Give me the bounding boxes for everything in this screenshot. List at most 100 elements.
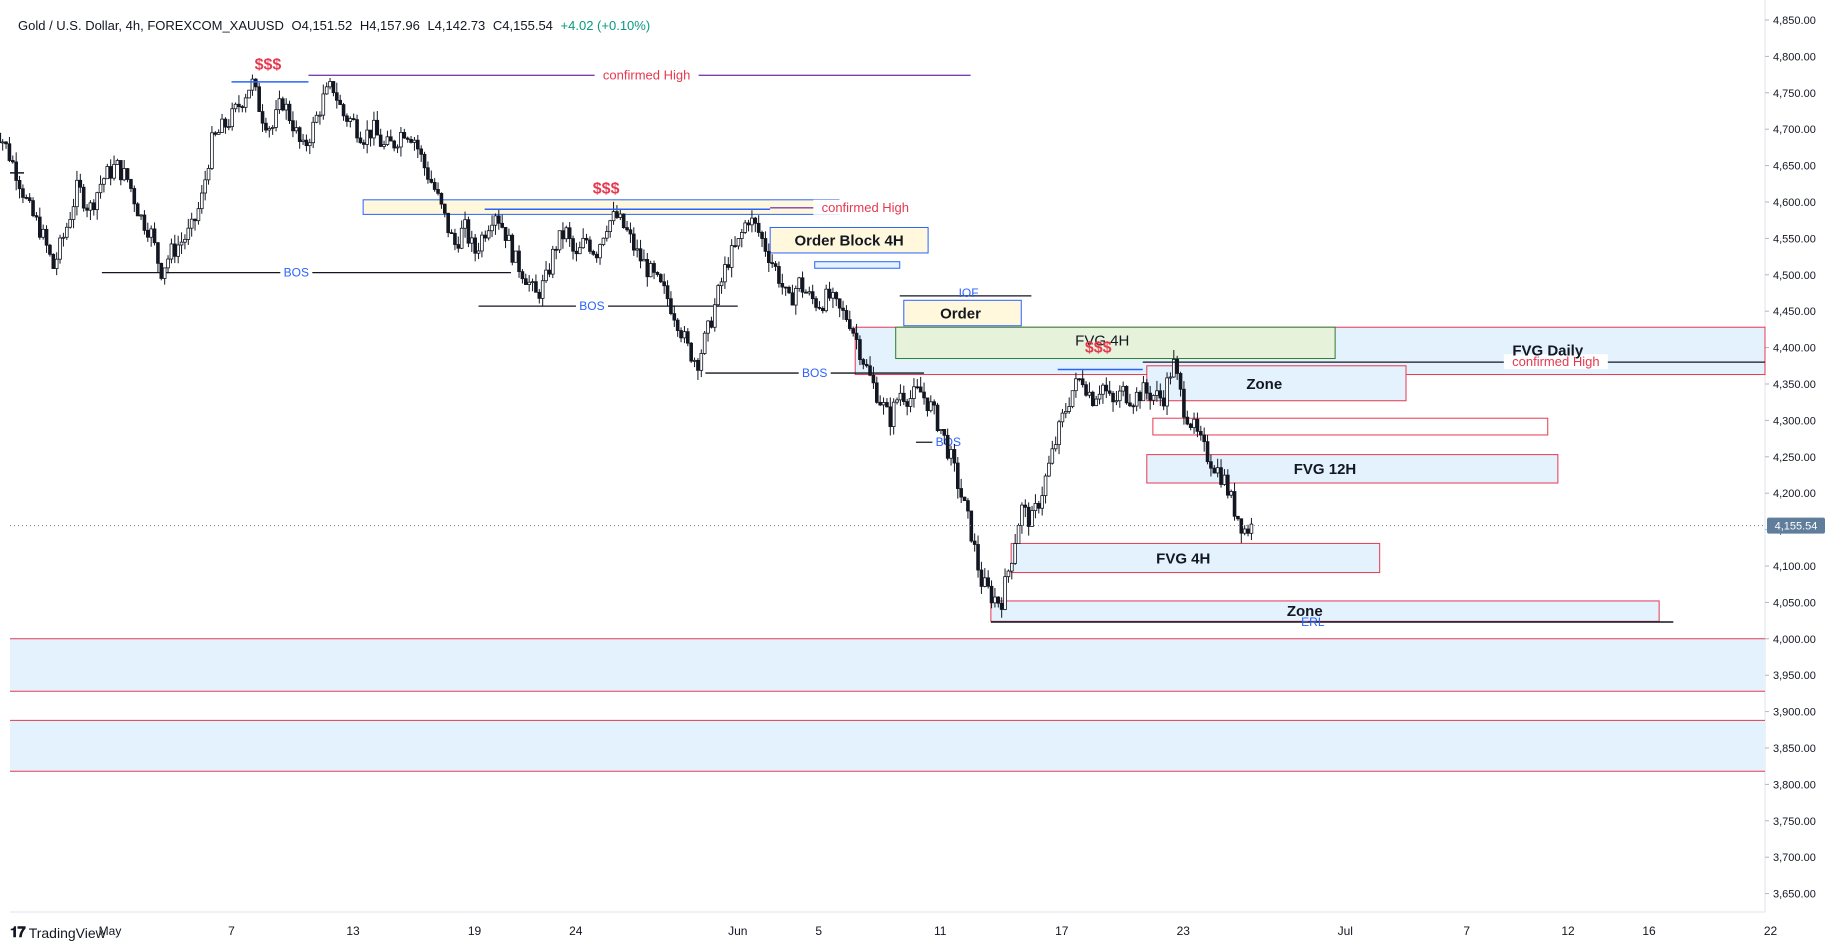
y-tick-label: 4,600.00 [1773,197,1816,209]
ohlc-high: H4,157.96 [359,18,420,33]
candle-body [662,281,666,287]
candle-body [966,500,970,512]
candle-body [334,92,339,101]
candle-body [169,243,174,260]
candle-body [621,213,626,228]
candle-body [659,274,663,283]
x-tick-label: May [99,924,122,938]
candle-body [449,232,454,235]
candle-body [294,127,299,132]
fvg-zone-label: Zone [1287,603,1323,620]
candle-body [1148,392,1152,401]
small-zone-box [814,261,901,269]
candle-body [1178,373,1183,390]
candle-body [105,166,110,180]
candle-body [584,237,589,241]
y-tick-label: 3,950.00 [1773,670,1816,682]
bos-label: BOS [579,299,604,313]
candle-body [253,78,258,88]
candle-body [750,217,754,226]
candle-body [783,286,788,289]
candle-body [723,264,727,283]
candle-body [959,488,963,498]
order-block-label: Order Block 4H [795,233,904,250]
y-tick-label: 4,450.00 [1773,306,1816,318]
candle-body [601,237,606,245]
candle-body [699,353,704,371]
candle-body [21,188,25,198]
candle-body [1172,359,1176,378]
y-tick-label: 3,700.00 [1773,852,1816,864]
candle-body [277,98,282,111]
candle-body [1175,359,1179,374]
candle-body [800,277,805,293]
candle-body [858,339,862,360]
candle-body [1107,390,1112,394]
candle-body [237,103,241,108]
candle-body [41,228,45,238]
candle-body [388,136,393,142]
candle-body [848,319,852,329]
order-block-label: Order [940,305,981,322]
candle-body [1141,382,1146,402]
candle-body [226,126,231,129]
demand-zone [10,720,1765,772]
candle-body [527,281,531,285]
candle-body [740,232,744,239]
candle-body [98,183,103,194]
candle-body [827,288,832,299]
candle-body [871,374,876,384]
candle-body [409,138,413,143]
fvg-zone-label: FVG 12H [1294,461,1357,478]
candle-body [753,217,758,224]
candle-body [92,202,96,211]
current-price-label: 4,155.54 [1775,521,1818,533]
candle-body [1145,382,1149,394]
candle-body [442,203,447,214]
candle-body [476,250,481,254]
candle-body [243,97,248,108]
candle-body [1121,385,1125,392]
candle-body [129,179,133,189]
candle-body [1215,467,1220,474]
y-tick-label: 3,750.00 [1773,816,1816,828]
candle-body [895,399,899,403]
candle-body [726,264,731,268]
candle-body [355,119,359,139]
candle-body [1006,570,1011,578]
candle-body [557,230,562,251]
candle-body [1151,395,1156,401]
candle-body [473,237,477,254]
candle-body [196,208,201,222]
x-tick-label: 11 [934,924,947,938]
candle-body [139,214,143,217]
candle-body [152,228,157,244]
candle-body [1192,418,1196,428]
chart-header: Gold / U.S. Dollar, 4h, FOREXCOM_XAUUSD … [18,18,654,33]
candle-body [686,331,690,344]
candle-body [567,227,572,240]
candle-body [1043,475,1048,497]
candle-body [861,359,866,365]
candle-body [1040,495,1044,509]
candle-body [844,310,849,320]
candle-body [34,215,39,218]
candle-body [571,238,575,252]
candle-body [1070,390,1075,407]
y-tick-label: 4,250.00 [1773,452,1816,464]
candle-body [65,226,69,238]
candle-body [905,401,909,407]
candle-body [588,239,592,252]
candle-body [773,263,778,267]
candle-body [135,203,140,217]
candle-body [632,233,636,251]
candle-body [287,103,292,122]
candle-body [729,245,734,268]
tradingview-brand[interactable]: 𝟏𝟕 TradingView [10,924,106,941]
candle-body [159,262,164,279]
demand-zone [10,638,1765,692]
candle-body [38,216,42,238]
candle-body [945,434,950,459]
confirmed-high-label: confirmed High [822,200,909,215]
